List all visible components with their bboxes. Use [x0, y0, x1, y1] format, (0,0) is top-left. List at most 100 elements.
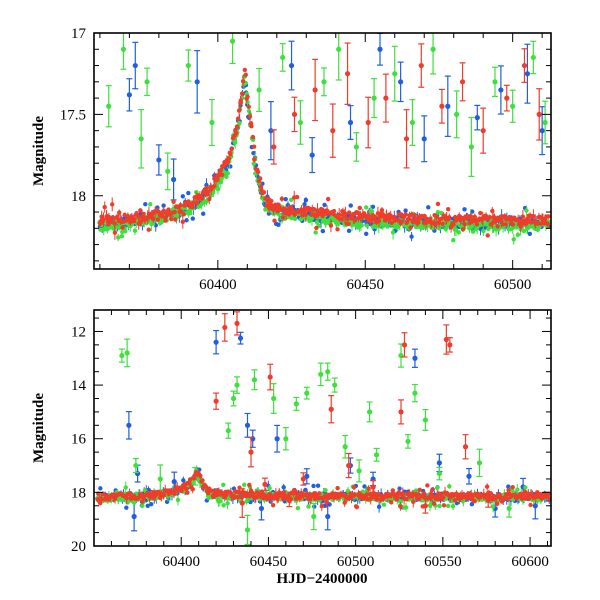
top-data-point: [495, 224, 500, 229]
top-data-point: [138, 208, 143, 213]
bottom-data-point: [403, 505, 409, 510]
bottom-outlier-point: [237, 335, 244, 341]
top-data-point: [224, 174, 229, 179]
bottom-data-point: [295, 505, 301, 511]
top-data-point: [451, 238, 456, 243]
bottom-outlier-point: [373, 452, 380, 458]
bottom-data-point: [515, 487, 520, 492]
top-data-point: [239, 91, 245, 96]
bottom-data-point: [388, 494, 393, 499]
bottom-data-point: [203, 484, 209, 489]
bottom-data-point: [281, 485, 286, 490]
bottom-outlier-point: [234, 320, 240, 327]
top-data-point: [408, 225, 413, 230]
top-data-point: [303, 197, 309, 203]
top-outlier-point: [271, 144, 277, 150]
top-data-point: [151, 216, 156, 222]
top-data-point: [269, 203, 275, 208]
top-outlier-point: [138, 136, 144, 142]
bottom-data-point: [526, 496, 532, 502]
bottom-outlier-point: [401, 342, 408, 348]
top-data-point: [364, 223, 370, 228]
top-data-point: [403, 208, 408, 213]
top-data-point: [510, 225, 515, 231]
top-data-point: [379, 208, 385, 213]
top-data-point: [240, 79, 246, 84]
bottom-data-point: [164, 499, 170, 505]
top-data-point: [172, 209, 177, 215]
top-data-point: [352, 218, 358, 223]
bottom-data-point: [499, 499, 505, 504]
top-data-point: [134, 211, 139, 216]
top-data-point: [469, 224, 475, 229]
bottom-data-point: [398, 504, 403, 509]
top-outlier-point: [421, 136, 427, 142]
top-outlier-point: [542, 119, 548, 126]
top-data-point: [376, 218, 382, 224]
top-data-point: [511, 237, 516, 242]
top-data-point: [180, 194, 186, 199]
top-outlier-point: [344, 71, 351, 77]
bottom-data-point: [351, 485, 357, 490]
bottom-y-tick-label: 12: [71, 324, 86, 340]
top-data-point: [410, 219, 416, 225]
top-data-point: [115, 235, 121, 240]
bottom-outlier-point: [230, 395, 237, 402]
top-data-point: [346, 228, 352, 233]
bottom-data-point: [381, 502, 387, 507]
bottom-data-point: [141, 496, 146, 501]
top-data-point: [372, 214, 378, 219]
top-data-point: [314, 225, 319, 231]
top-data-point: [199, 201, 204, 207]
bottom-data-point: [547, 497, 551, 502]
top-data-point: [155, 217, 161, 222]
top-data-point: [514, 225, 519, 230]
bottom-data-point: [281, 489, 287, 495]
top-data-point: [234, 124, 240, 129]
top-outlier-point: [229, 38, 236, 44]
bottom-data-point: [389, 500, 394, 505]
top-outlier-point: [171, 176, 177, 183]
top-data-point: [169, 216, 174, 222]
top-data-point: [207, 196, 212, 202]
bottom-y-tick-label: 18: [71, 485, 86, 501]
bottom-data-point: [323, 487, 328, 493]
top-data-point: [112, 221, 117, 226]
top-data-point: [186, 190, 191, 196]
bottom-data-point: [447, 484, 452, 489]
bottom-data-point: [376, 504, 382, 509]
top-x-tick-label: 60500: [494, 277, 532, 293]
top-data-point: [136, 214, 141, 219]
bottom-outlier-point: [325, 513, 331, 520]
bottom-panel-frame: [93, 309, 552, 547]
bottom-outlier-point: [131, 513, 137, 520]
top-outlier-point: [288, 62, 295, 69]
bottom-outlier-point: [300, 476, 306, 482]
top-data-point: [110, 215, 116, 220]
bottom-data-point: [495, 501, 500, 506]
bottom-data-point: [404, 496, 409, 502]
top-data-point: [242, 67, 248, 73]
bottom-data-point: [398, 499, 404, 504]
bottom-data-point: [440, 496, 445, 501]
bottom-data-point: [397, 486, 402, 491]
bottom-data-point: [415, 492, 421, 497]
bottom-outlier-point: [332, 382, 338, 388]
bottom-outlier-point: [447, 342, 453, 348]
bottom-data-point: [324, 500, 330, 505]
top-outlier-point: [504, 95, 510, 101]
bottom-data-point: [101, 491, 106, 497]
bottom-data-point: [124, 495, 129, 501]
top-data-point: [200, 196, 205, 201]
bottom-outlier-point: [412, 355, 418, 361]
bottom-data-point: [445, 503, 451, 509]
top-data-point: [499, 218, 504, 224]
bottom-outlier-point: [133, 462, 139, 469]
bottom-data-point: [428, 496, 433, 501]
bottom-data-point: [428, 491, 434, 497]
bottom-outlier-point: [466, 473, 472, 479]
top-data-point: [355, 210, 361, 216]
top-outlier-point: [409, 119, 416, 126]
top-data-point: [283, 196, 288, 202]
bottom-data-point: [352, 492, 357, 498]
